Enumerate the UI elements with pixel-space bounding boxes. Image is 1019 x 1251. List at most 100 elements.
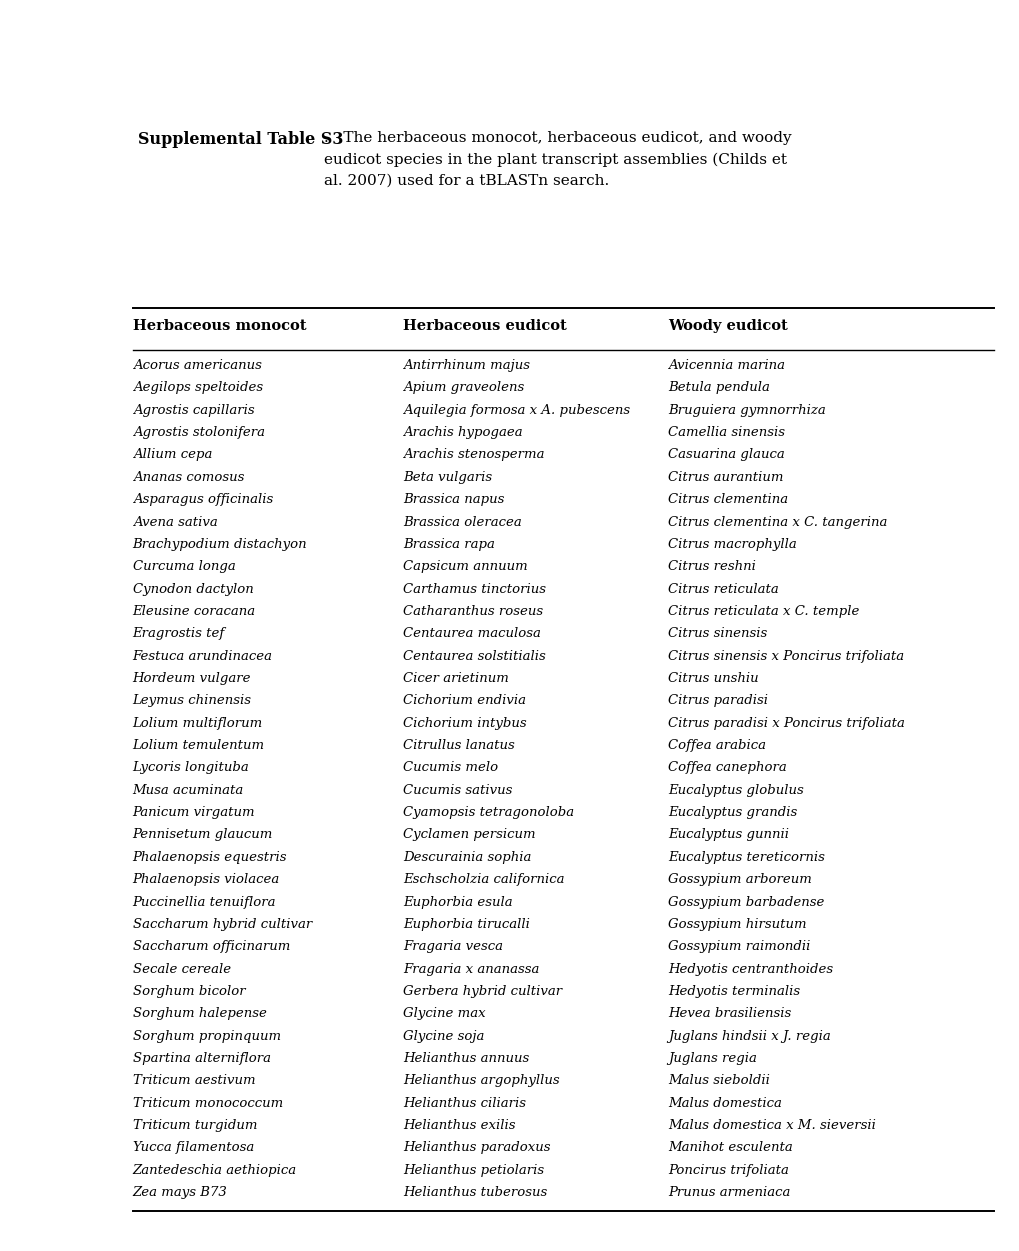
Text: Lycoris longituba: Lycoris longituba [132, 762, 249, 774]
Text: Aegilops speltoides: Aegilops speltoides [132, 382, 263, 394]
Text: Allium cepa: Allium cepa [132, 448, 212, 462]
Text: Poncirus trifoliata: Poncirus trifoliata [667, 1163, 789, 1177]
Text: Brassica oleracea: Brassica oleracea [403, 515, 521, 528]
Text: Cucumis melo: Cucumis melo [403, 762, 497, 774]
Text: Leymus chinensis: Leymus chinensis [132, 694, 252, 707]
Text: Descurainia sophia: Descurainia sophia [403, 851, 531, 863]
Text: Spartina alterniflora: Spartina alterniflora [132, 1052, 270, 1065]
Text: Citrus reticulata x C. temple: Citrus reticulata x C. temple [667, 605, 859, 618]
Text: Sorghum bicolor: Sorghum bicolor [132, 985, 245, 998]
Text: Apium graveolens: Apium graveolens [403, 382, 524, 394]
Text: Juglans hindsii x J. regia: Juglans hindsii x J. regia [667, 1030, 830, 1042]
Text: Euphorbia esula: Euphorbia esula [403, 896, 512, 908]
Text: Eragrostis tef: Eragrostis tef [132, 627, 224, 641]
Text: Cucumis sativus: Cucumis sativus [403, 783, 512, 797]
Text: Coffea arabica: Coffea arabica [667, 739, 765, 752]
Text: Brachypodium distachyon: Brachypodium distachyon [132, 538, 307, 550]
Text: Betula pendula: Betula pendula [667, 382, 769, 394]
Text: Triticum aestivum: Triticum aestivum [132, 1075, 255, 1087]
Text: Hevea brasiliensis: Hevea brasiliensis [667, 1007, 791, 1021]
Text: Supplemental Table S3: Supplemental Table S3 [138, 131, 342, 149]
Text: Phalaenopsis violacea: Phalaenopsis violacea [132, 873, 279, 886]
Text: Asparagus officinalis: Asparagus officinalis [132, 493, 273, 507]
Text: Citrus sinensis x Poncirus trifoliata: Citrus sinensis x Poncirus trifoliata [667, 649, 903, 663]
Text: Citrus clementina: Citrus clementina [667, 493, 788, 507]
Text: Brassica napus: Brassica napus [403, 493, 503, 507]
Text: Fragaria vesca: Fragaria vesca [403, 941, 502, 953]
Text: Triticum monococcum: Triticum monococcum [132, 1097, 282, 1110]
Text: .   The herbaceous monocot, herbaceous eudicot, and woody
eudicot species in the: . The herbaceous monocot, herbaceous eud… [324, 131, 791, 188]
Text: Citrus paradisi x Poncirus trifoliata: Citrus paradisi x Poncirus trifoliata [667, 717, 904, 729]
Text: Malus domestica: Malus domestica [667, 1097, 782, 1110]
Text: Helianthus paradoxus: Helianthus paradoxus [403, 1141, 550, 1155]
Text: Eleusine coracana: Eleusine coracana [132, 605, 256, 618]
Text: Gossypium arboreum: Gossypium arboreum [667, 873, 811, 886]
Text: Helianthus annuus: Helianthus annuus [403, 1052, 529, 1065]
Text: Helianthus tuberosus: Helianthus tuberosus [403, 1186, 546, 1200]
Text: Centaurea maculosa: Centaurea maculosa [403, 627, 540, 641]
Text: Eschscholzia californica: Eschscholzia californica [403, 873, 564, 886]
Text: Triticum turgidum: Triticum turgidum [132, 1120, 257, 1132]
Text: Ananas comosus: Ananas comosus [132, 470, 244, 484]
Text: Sorghum propinquum: Sorghum propinquum [132, 1030, 280, 1042]
Text: Citrus sinensis: Citrus sinensis [667, 627, 766, 641]
Text: Arachis hypogaea: Arachis hypogaea [403, 427, 522, 439]
Text: Secale cereale: Secale cereale [132, 962, 230, 976]
Text: Citrus macrophylla: Citrus macrophylla [667, 538, 796, 550]
Text: Eucalyptus grandis: Eucalyptus grandis [667, 806, 797, 819]
Text: Saccharum hybrid cultivar: Saccharum hybrid cultivar [132, 918, 312, 931]
Text: Herbaceous monocot: Herbaceous monocot [132, 319, 306, 333]
Text: Acorus americanus: Acorus americanus [132, 359, 261, 372]
Text: Eucalyptus tereticornis: Eucalyptus tereticornis [667, 851, 824, 863]
Text: Aquilegia formosa x A. pubescens: Aquilegia formosa x A. pubescens [403, 404, 630, 417]
Text: Avena sativa: Avena sativa [132, 515, 217, 528]
Text: Citrus paradisi: Citrus paradisi [667, 694, 767, 707]
Text: Woody eudicot: Woody eudicot [667, 319, 787, 333]
Text: Cyamopsis tetragonoloba: Cyamopsis tetragonoloba [403, 806, 574, 819]
Text: Citrus reticulata: Citrus reticulata [667, 583, 779, 595]
Text: Lolium temulentum: Lolium temulentum [132, 739, 265, 752]
Text: Cichorium intybus: Cichorium intybus [403, 717, 526, 729]
Text: Zea mays B73: Zea mays B73 [132, 1186, 227, 1200]
Text: Agrostis capillaris: Agrostis capillaris [132, 404, 254, 417]
Text: Curcuma longa: Curcuma longa [132, 560, 235, 573]
Text: Helianthus exilis: Helianthus exilis [403, 1120, 515, 1132]
Text: Phalaenopsis equestris: Phalaenopsis equestris [132, 851, 286, 863]
Text: Glycine max: Glycine max [403, 1007, 485, 1021]
Text: Herbaceous eudicot: Herbaceous eudicot [403, 319, 567, 333]
Text: Citrus aurantium: Citrus aurantium [667, 470, 783, 484]
Text: Zantedeschia aethiopica: Zantedeschia aethiopica [132, 1163, 297, 1177]
Text: Hordeum vulgare: Hordeum vulgare [132, 672, 251, 686]
Text: Puccinellia tenuiflora: Puccinellia tenuiflora [132, 896, 276, 908]
Text: Panicum virgatum: Panicum virgatum [132, 806, 255, 819]
Text: Coffea canephora: Coffea canephora [667, 762, 786, 774]
Text: Malus sieboldii: Malus sieboldii [667, 1075, 769, 1087]
Text: Agrostis stolonifera: Agrostis stolonifera [132, 427, 264, 439]
Text: Helianthus ciliaris: Helianthus ciliaris [403, 1097, 526, 1110]
Text: Brassica rapa: Brassica rapa [403, 538, 494, 550]
Text: Malus domestica x M. sieversii: Malus domestica x M. sieversii [667, 1120, 875, 1132]
Text: Yucca filamentosa: Yucca filamentosa [132, 1141, 254, 1155]
Text: Hedyotis centranthoides: Hedyotis centranthoides [667, 962, 833, 976]
Text: Bruguiera gymnorrhiza: Bruguiera gymnorrhiza [667, 404, 825, 417]
Text: Saccharum officinarum: Saccharum officinarum [132, 941, 289, 953]
Text: Gossypium raimondii: Gossypium raimondii [667, 941, 810, 953]
Text: Helianthus argophyllus: Helianthus argophyllus [403, 1075, 559, 1087]
Text: Cyclamen persicum: Cyclamen persicum [403, 828, 535, 842]
Text: Citrus clementina x C. tangerina: Citrus clementina x C. tangerina [667, 515, 887, 528]
Text: Arachis stenosperma: Arachis stenosperma [403, 448, 544, 462]
Text: Eucalyptus globulus: Eucalyptus globulus [667, 783, 803, 797]
Text: Carthamus tinctorius: Carthamus tinctorius [403, 583, 545, 595]
Text: Eucalyptus gunnii: Eucalyptus gunnii [667, 828, 789, 842]
Text: Camellia sinensis: Camellia sinensis [667, 427, 785, 439]
Text: Cichorium endivia: Cichorium endivia [403, 694, 526, 707]
Text: Musa acuminata: Musa acuminata [132, 783, 244, 797]
Text: Juglans regia: Juglans regia [667, 1052, 756, 1065]
Text: Cynodon dactylon: Cynodon dactylon [132, 583, 253, 595]
Text: Gossypium barbadense: Gossypium barbadense [667, 896, 823, 908]
Text: Euphorbia tirucalli: Euphorbia tirucalli [403, 918, 529, 931]
Text: Centaurea solstitialis: Centaurea solstitialis [403, 649, 545, 663]
Text: Manihot esculenta: Manihot esculenta [667, 1141, 792, 1155]
Text: Capsicum annuum: Capsicum annuum [403, 560, 527, 573]
Text: Antirrhinum majus: Antirrhinum majus [403, 359, 530, 372]
